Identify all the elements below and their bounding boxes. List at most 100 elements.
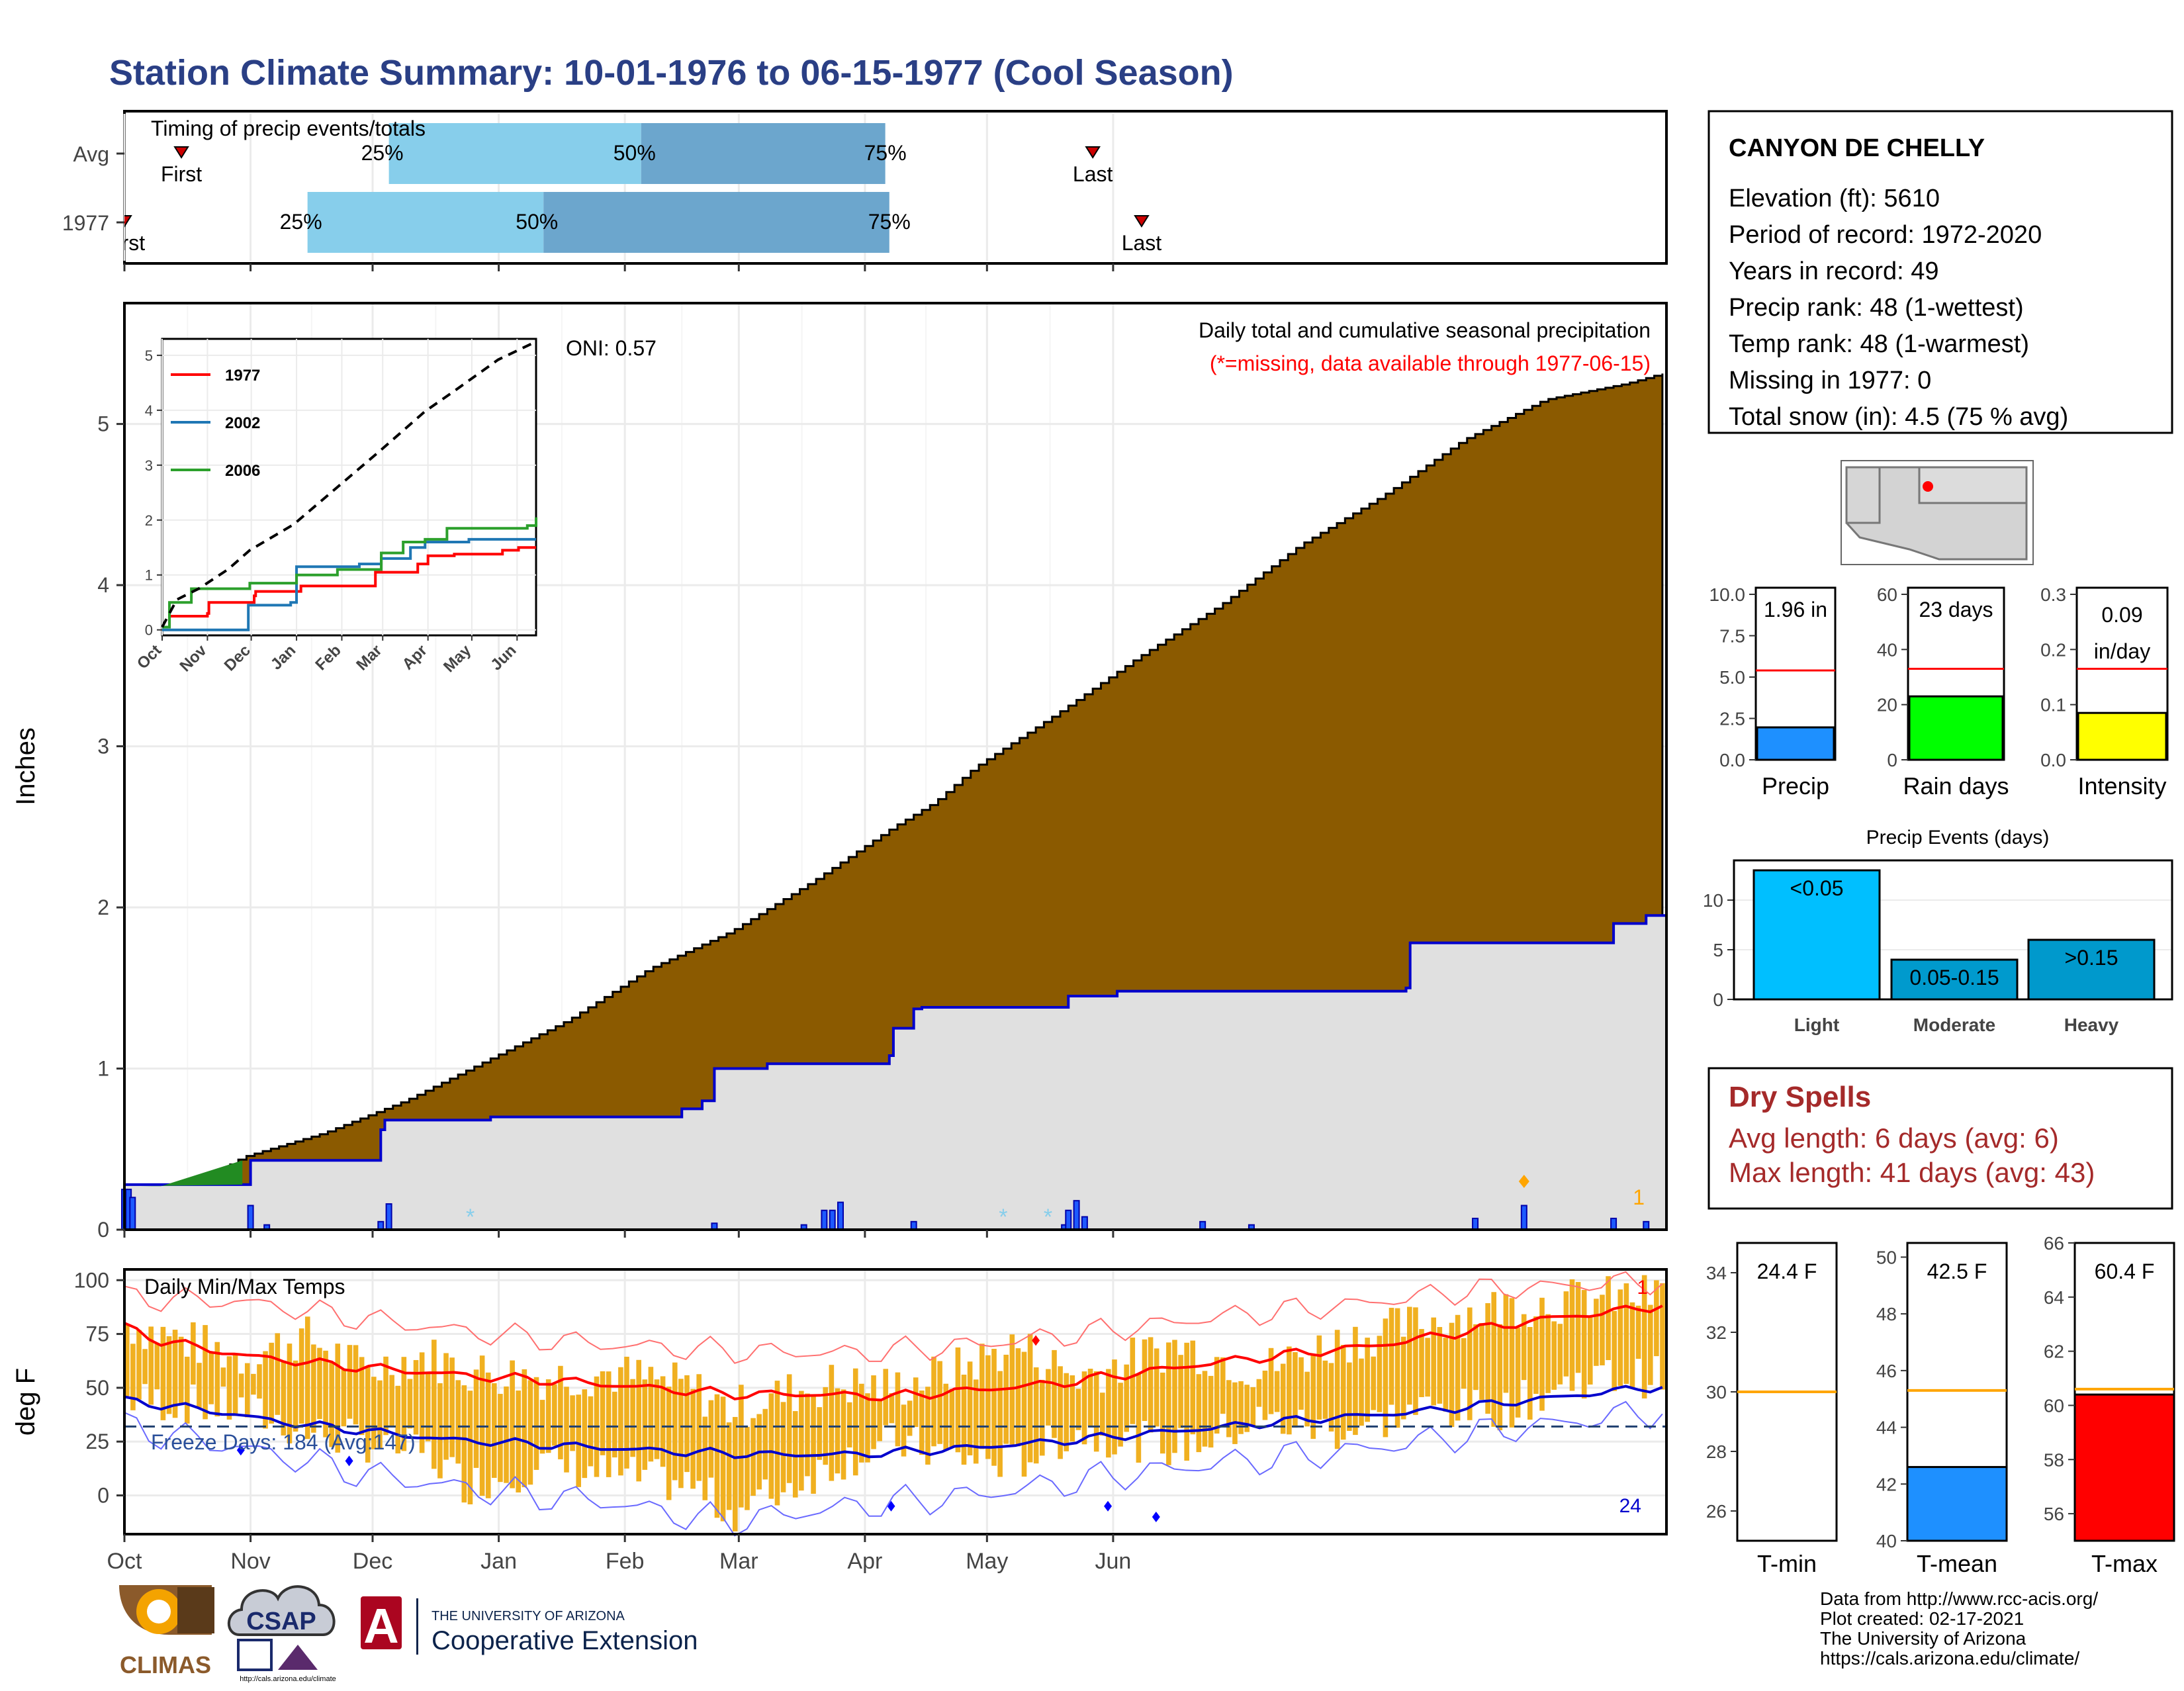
csap-wordmark: CSAP (246, 1608, 316, 1635)
daily-temp-bar (780, 1402, 786, 1492)
daily-temp-bars (124, 1275, 1665, 1531)
temp-summary-bars: 26 28 30 32 34 24.4 F T-min 40 42 44 46 48 50 42.5 F T… (1706, 1233, 2175, 1577)
inset-series-line (162, 537, 536, 631)
daily-precip-bar (1610, 1217, 1617, 1231)
temp-y-axis: 0 25 50 75 100 (74, 1268, 124, 1507)
daily-temp-bar (419, 1352, 425, 1453)
mini-bar-tick-label: 2.5 (1719, 709, 1745, 729)
station-detail-line: Years in record: 49 (1729, 257, 1939, 285)
daily-precip-bar (821, 1209, 828, 1230)
daily-temp-bar (359, 1357, 365, 1436)
precip-y-tick-label: 3 (97, 735, 109, 758)
daily-temp-bar (1208, 1375, 1214, 1448)
daily-temp-bar (347, 1345, 353, 1419)
timing-row-label: 1977 (62, 211, 109, 235)
daily-temp-bar (281, 1360, 287, 1436)
daily-temp-bar (973, 1379, 979, 1464)
precip-y-tick-label: 5 (97, 412, 109, 436)
daily-precip-bar (385, 1203, 392, 1230)
daily-temp-bar (461, 1385, 467, 1503)
inset-y-tick-label: 4 (145, 402, 153, 419)
mini-bar-fill (2077, 711, 2167, 761)
daily-temp-bar (504, 1386, 509, 1483)
temp-summary-tick-label: 56 (2044, 1504, 2064, 1524)
events-category-label: Light (1794, 1015, 1839, 1035)
daily-temp-bar (1093, 1371, 1099, 1452)
daily-temp-bar (371, 1377, 377, 1449)
daily-temp-bar (473, 1369, 479, 1468)
daily-temp-bar (1039, 1379, 1045, 1456)
daily-temp-bar (799, 1391, 804, 1491)
daily-temp-bar (1425, 1338, 1430, 1397)
dry-spells-box: Dry Spells Avg length: 6 days (avg: 6) M… (1707, 1067, 2173, 1210)
daily-temp-bar (1545, 1314, 1551, 1393)
month-tick-label: Jan (480, 1549, 517, 1574)
daily-temp-bar (1172, 1340, 1177, 1453)
mini-bar-chart-2: 0.3 0.2 0.1 0.0 0.09 in/day Intensity (2040, 584, 2169, 800)
missing-marker: * (1044, 1205, 1052, 1230)
inset-legend-label: 2002 (225, 414, 260, 432)
daily-temp-bar (220, 1367, 226, 1387)
daily-temp-bar (1334, 1330, 1340, 1449)
daily-temp-bar (160, 1326, 166, 1420)
daily-temp-bar (1581, 1290, 1587, 1399)
daily-temp-bar (1660, 1283, 1665, 1390)
daily-temp-bar (714, 1394, 720, 1518)
early-season-surplus (140, 1160, 243, 1187)
daily-temp-bar (852, 1368, 858, 1476)
daily-temp-bar (1046, 1369, 1051, 1426)
daily-temp-bar (492, 1383, 497, 1478)
freeze-note: Freeze Days: 184 (Avg:147) (151, 1430, 416, 1454)
precip-y-tick-label: 1 (97, 1057, 109, 1081)
station-name: CANYON DE CHELLY (1729, 134, 1985, 162)
daily-temp-bar (383, 1356, 388, 1436)
daily-temp-bar (1087, 1369, 1093, 1426)
ua-top-text: THE UNIVERSITY OF ARIZONA (432, 1609, 625, 1623)
daily-temp-bar (1154, 1348, 1160, 1427)
daily-temp-bar (329, 1363, 334, 1447)
daily-temp-bar (184, 1356, 190, 1424)
daily-temp-bar (588, 1396, 594, 1467)
daily-temp-bar (877, 1399, 882, 1441)
inset-series-line (162, 546, 536, 629)
daily-temp-bar (582, 1389, 588, 1479)
daily-temp-bar (967, 1361, 973, 1455)
daily-temp-bar (1052, 1349, 1057, 1438)
events-bar (1752, 869, 1881, 1001)
daily-temp-bar (1287, 1346, 1292, 1435)
mini-bar-value-line1: 0.09 (2101, 603, 2142, 627)
daily-temp-bar (1587, 1316, 1593, 1385)
record-high-marker (1032, 1335, 1040, 1346)
daily-temp-bar (606, 1371, 612, 1477)
record-min-line (124, 1400, 1663, 1537)
daily-temp-bar (377, 1380, 383, 1449)
daily-temp-bar (1220, 1357, 1226, 1414)
daily-temp-bar (1359, 1358, 1364, 1426)
daily-temp-bar (1033, 1367, 1039, 1464)
map-state-outline-3 (1845, 466, 1881, 524)
daily-temp-bar (570, 1395, 575, 1451)
daily-temp-bar (1467, 1307, 1473, 1420)
temp-summary-tick-label: 44 (1876, 1418, 1897, 1438)
daily-temp-bar (1148, 1337, 1154, 1433)
daily-temp-bar (1473, 1324, 1479, 1391)
daily-temp-bar (745, 1426, 750, 1510)
daily-temp-bar (1069, 1375, 1075, 1442)
inset-gridlines (161, 339, 536, 635)
csap-url: http://cals.arizona.edu/climate (240, 1675, 336, 1683)
daily-temp-bar (1262, 1370, 1268, 1420)
daily-temp-bar (1166, 1342, 1171, 1465)
mini-bar-tick-label: 0.3 (2040, 584, 2066, 605)
daily-temp-bar (257, 1364, 262, 1399)
daily-temp-bar (961, 1375, 967, 1465)
record-low-marker (236, 1445, 245, 1456)
daily-temp-bar (455, 1380, 461, 1464)
daily-temp-bar (841, 1389, 846, 1480)
daily-precip-bar (1073, 1200, 1080, 1231)
daily-temp-bar (1569, 1279, 1575, 1391)
mini-bar-tick-label: 20 (1877, 695, 1897, 715)
timing-q1-bar (307, 192, 544, 253)
station-detail-line: Temp rank: 48 (1-warmest) (1729, 330, 2029, 358)
